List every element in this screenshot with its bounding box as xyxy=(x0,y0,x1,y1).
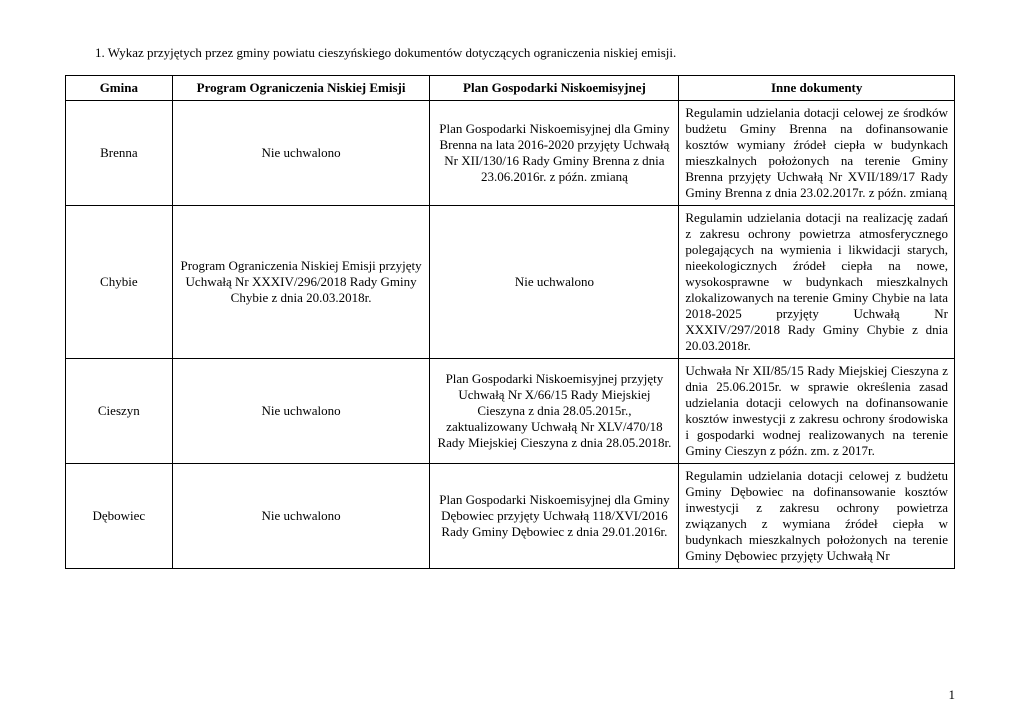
cell-plan: Nie uchwalono xyxy=(430,206,679,359)
cell-program: Nie uchwalono xyxy=(172,101,430,206)
cell-gmina: Chybie xyxy=(66,206,173,359)
cell-program: Nie uchwalono xyxy=(172,464,430,569)
cell-gmina: Cieszyn xyxy=(66,359,173,464)
table-row: Brenna Nie uchwalono Plan Gospodarki Nis… xyxy=(66,101,955,206)
cell-plan: Plan Gospodarki Niskoemisyjnej dla Gminy… xyxy=(430,101,679,206)
cell-gmina: Brenna xyxy=(66,101,173,206)
table-row: Chybie Program Ograniczenia Niskiej Emis… xyxy=(66,206,955,359)
documents-table: Gmina Program Ograniczenia Niskiej Emisj… xyxy=(65,75,955,569)
header-gmina: Gmina xyxy=(66,76,173,101)
cell-inne: Regulamin udzielania dotacji na realizac… xyxy=(679,206,955,359)
cell-program: Program Ograniczenia Niskiej Emisji przy… xyxy=(172,206,430,359)
header-program: Program Ograniczenia Niskiej Emisji xyxy=(172,76,430,101)
cell-plan: Plan Gospodarki Niskoemisyjnej dla Gminy… xyxy=(430,464,679,569)
cell-gmina: Dębowiec xyxy=(66,464,173,569)
cell-program: Nie uchwalono xyxy=(172,359,430,464)
table-row: Cieszyn Nie uchwalono Plan Gospodarki Ni… xyxy=(66,359,955,464)
header-plan: Plan Gospodarki Niskoemisyjnej xyxy=(430,76,679,101)
cell-inne: Uchwała Nr XII/85/15 Rady Miejskiej Cies… xyxy=(679,359,955,464)
table-header-row: Gmina Program Ograniczenia Niskiej Emisj… xyxy=(66,76,955,101)
cell-inne: Regulamin udzielania dotacji celowej z b… xyxy=(679,464,955,569)
document-title: 1. Wykaz przyjętych przez gminy powiatu … xyxy=(65,45,955,61)
cell-plan: Plan Gospodarki Niskoemisyjnej przyjęty … xyxy=(430,359,679,464)
header-inne: Inne dokumenty xyxy=(679,76,955,101)
table-row: Dębowiec Nie uchwalono Plan Gospodarki N… xyxy=(66,464,955,569)
cell-inne: Regulamin udzielania dotacji celowej ze … xyxy=(679,101,955,206)
page-number: 1 xyxy=(949,687,956,703)
